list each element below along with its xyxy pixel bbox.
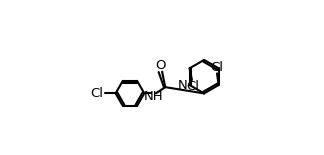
Text: O: O: [155, 59, 166, 72]
Text: Cl: Cl: [211, 61, 224, 74]
Text: N: N: [178, 79, 187, 92]
Text: NH: NH: [144, 90, 163, 103]
Text: Cl: Cl: [186, 80, 199, 93]
Text: Cl: Cl: [90, 87, 103, 100]
